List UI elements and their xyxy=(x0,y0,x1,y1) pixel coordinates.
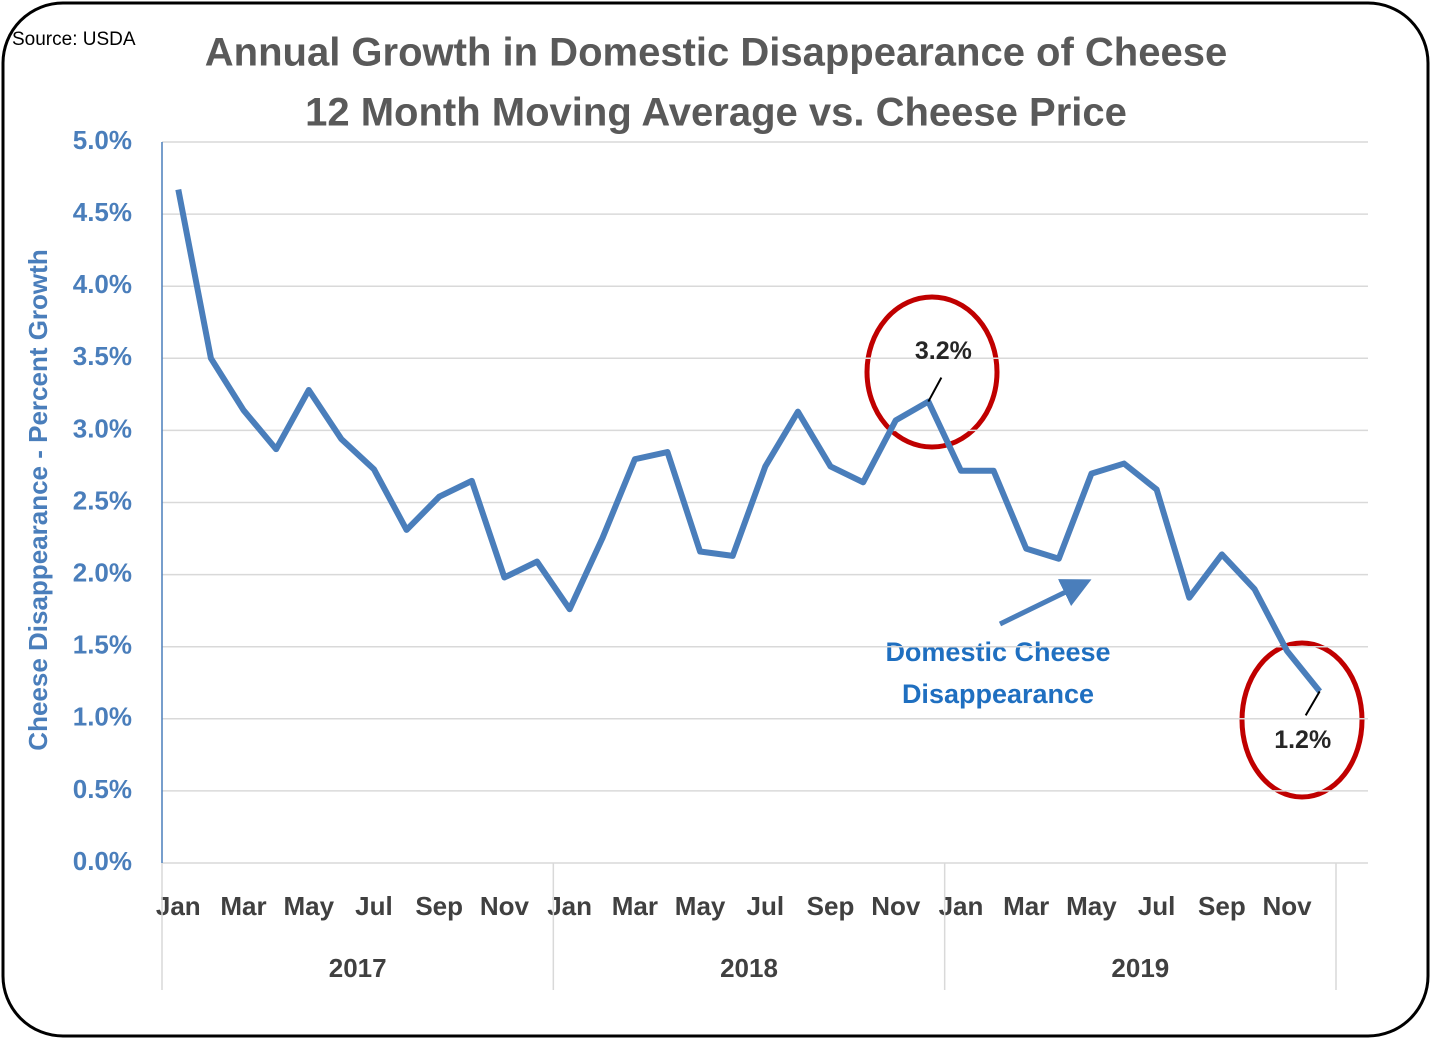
y-tick-label: 2.0% xyxy=(73,557,132,587)
plot: 0.0% 0.5% 1.0% 1.5% 2.0% 2.5% 3.0% 3.5% 4.0% 4.5%… xyxy=(73,125,1368,990)
y-tick-label: 5.0% xyxy=(73,125,132,155)
annotation: Disappearance xyxy=(902,679,1094,709)
source: Source: USDA xyxy=(12,29,136,50)
x-tick-label: Jan xyxy=(939,891,984,921)
y-axis-title: Cheese Disappearance - Percent Growth xyxy=(23,249,53,750)
group-label: 2017 xyxy=(329,953,387,983)
y-tick-label: 2.5% xyxy=(73,485,132,515)
x-tick-label: Mar xyxy=(612,891,658,921)
x-tick-label: Nov xyxy=(480,891,530,921)
x-tick-label: Jul xyxy=(747,891,785,921)
data-label: 3.2% xyxy=(915,337,972,365)
group-label: 2018 xyxy=(720,953,778,983)
y-tick-label: 3.0% xyxy=(73,413,132,443)
x-tick-label: Jul xyxy=(1138,891,1176,921)
x-tick-label: Nov xyxy=(1263,891,1313,921)
x-tick-label: May xyxy=(283,891,334,921)
leader-line xyxy=(1304,690,1321,716)
y-tick-label: 1.5% xyxy=(73,630,132,660)
x-tick-label: May xyxy=(675,891,726,921)
y-tick-label: 4.0% xyxy=(73,269,132,299)
x-tick-label: Sep xyxy=(1198,891,1246,921)
x-tick-label: Jan xyxy=(156,891,201,921)
x-tick-label: Jul xyxy=(355,891,393,921)
annotation-arrow xyxy=(998,579,1092,627)
x-tick-label: May xyxy=(1066,891,1117,921)
y-tick-label: 0.0% xyxy=(73,846,132,876)
x-tick-label: Jan xyxy=(547,891,592,921)
highlight-circle xyxy=(1239,640,1365,800)
y-tick-label: 0.5% xyxy=(73,774,132,804)
chart-title: Annual Growth in Domestic Disappearance … xyxy=(205,31,1227,75)
x-tick-label: Sep xyxy=(807,891,855,921)
y-tick-label: 3.5% xyxy=(73,341,132,371)
group-label: 2019 xyxy=(1111,953,1169,983)
highlight-circle xyxy=(864,294,1000,450)
y-tick-label: 1.0% xyxy=(73,702,132,732)
x-tick-label: Mar xyxy=(220,891,266,921)
x-tick-label: Sep xyxy=(415,891,463,921)
data-line xyxy=(175,189,1323,694)
annotation: Domestic Cheese xyxy=(885,637,1110,667)
chart-subtitle: 12 Month Moving Average vs. Cheese Price xyxy=(305,91,1127,135)
x-tick-label: Mar xyxy=(1003,891,1049,921)
y-tick-label: 4.5% xyxy=(73,197,132,227)
data-label: 1.2% xyxy=(1274,726,1331,754)
leader-line xyxy=(927,377,943,403)
x-tick-label: Nov xyxy=(871,891,921,921)
